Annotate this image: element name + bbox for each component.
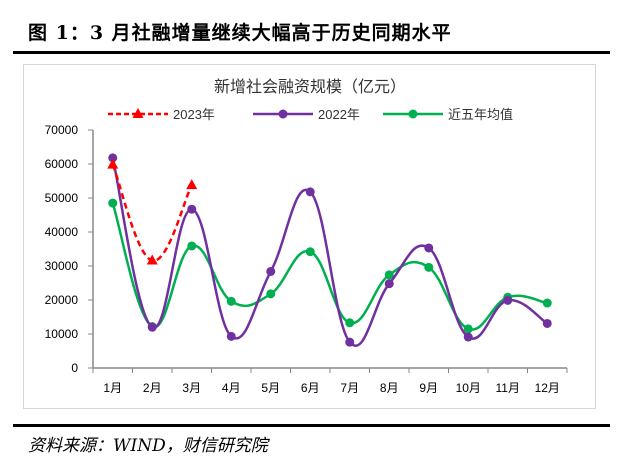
data-point (278, 109, 288, 119)
x-tick-label: 3月 (182, 381, 201, 395)
legend-label: 2023年 (173, 107, 215, 122)
data-point (542, 298, 552, 308)
series-line-1 (111, 157, 548, 347)
data-point (266, 266, 276, 276)
x-tick-label: 12月 (535, 381, 560, 395)
legend-label: 近五年均值 (448, 107, 513, 122)
x-tick-label: 7月 (340, 381, 359, 395)
data-point (108, 153, 118, 163)
y-tick-label: 70000 (45, 123, 79, 137)
source-rule (13, 424, 610, 427)
axes: 0 10000 20000 30000 40000 50000 60000 70000 1月 2月… (45, 123, 568, 395)
data-point-triangle (107, 158, 119, 169)
x-tick-label: 10月 (456, 381, 481, 395)
x-tick-label: 8月 (380, 381, 399, 395)
data-point (187, 204, 197, 214)
data-point (424, 262, 434, 272)
y-tick-label: 50000 (45, 191, 79, 205)
data-point (305, 187, 315, 197)
data-point (226, 331, 236, 341)
x-tick-label: 5月 (261, 381, 280, 395)
data-point (542, 318, 552, 328)
data-point (187, 241, 197, 251)
data-point-triangle (132, 108, 144, 118)
y-tick-label: 40000 (45, 225, 79, 239)
chart-frame (23, 64, 596, 409)
y-tick-label: 20000 (45, 293, 79, 307)
source-note: 资料来源：WIND，财信研究院 (28, 436, 268, 456)
data-point (463, 324, 473, 334)
figure-title: 图 1：3 月社融增量继续大幅高于历史同期水平 (28, 22, 452, 44)
data-point (384, 279, 394, 289)
legend: 2023年 2022年 近五年均值 (108, 107, 513, 122)
data-point (108, 198, 118, 208)
x-tick-label: 2月 (143, 381, 162, 395)
data-point-triangle (146, 254, 158, 265)
legend-label: 2022年 (318, 107, 360, 122)
data-point (384, 270, 394, 280)
data-point (345, 318, 355, 328)
x-tick-label: 11月 (496, 381, 520, 395)
y-tick-label: 60000 (45, 157, 79, 171)
data-point (226, 296, 236, 306)
data-point (147, 322, 157, 332)
data-point (266, 289, 276, 299)
plot-area (107, 153, 552, 347)
y-tick-label: 0 (71, 361, 78, 375)
y-tick-label: 10000 (45, 327, 79, 341)
x-tick-label: 4月 (222, 381, 241, 395)
data-point (305, 247, 315, 257)
data-point (424, 243, 434, 253)
data-point-triangle (186, 179, 198, 190)
x-tick-label: 9月 (419, 381, 438, 395)
y-tick-label: 30000 (45, 259, 79, 273)
data-point (503, 295, 513, 305)
x-tick-label: 1月 (103, 381, 122, 395)
title-rule (13, 51, 610, 54)
data-point (463, 332, 473, 342)
data-point (408, 109, 418, 119)
chart-title: 新增社会融资规模（亿元） (214, 78, 406, 96)
x-tick-label: 6月 (301, 381, 320, 395)
data-point (345, 337, 355, 347)
